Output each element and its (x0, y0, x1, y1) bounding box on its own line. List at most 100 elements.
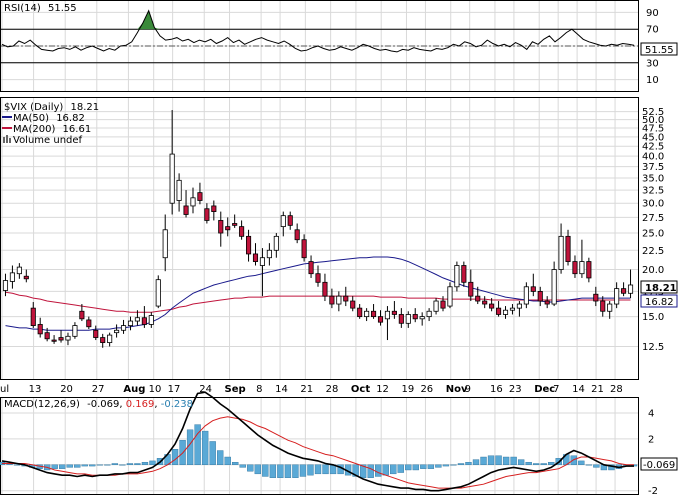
macd-legend-value: -0.069 (87, 399, 119, 410)
price-tick-label: 30.0 (642, 199, 664, 210)
candle-body-up (384, 310, 391, 320)
candle-body-down (329, 295, 335, 305)
candle-body-up (516, 303, 522, 309)
macd-histogram-bar (435, 464, 442, 468)
candle (482, 296, 488, 309)
candle (329, 288, 335, 309)
candle-body-up (426, 310, 432, 318)
macd-histogram-bar (359, 464, 367, 478)
candle-body-down (183, 205, 189, 215)
candle (183, 190, 189, 218)
price-panel: 52.550.047.545.042.540.037.535.0 32.5 30.0… (0, 97, 678, 380)
rsi-panel: RSI(14) 51.55 9070503010 51.55 (0, 0, 678, 92)
macd-histogram-bar (450, 464, 457, 466)
candle (259, 248, 265, 297)
candle-body-up (72, 325, 78, 337)
candle-body-up (502, 309, 509, 315)
candle-body-down (23, 275, 29, 280)
candle-body-down (350, 300, 356, 309)
candle-body-down (211, 205, 217, 212)
price-tick-label: 20.0 (642, 265, 664, 276)
macd-histogram-bar (104, 464, 111, 466)
candle (100, 333, 106, 348)
x-tick-label: 8 (256, 384, 262, 395)
ma50-tag: 16.82 (645, 297, 674, 308)
candle (273, 233, 279, 258)
candle-body-down (86, 319, 92, 328)
rsi-legend: RSI(14) 51.55 (4, 3, 77, 14)
candle-body-down (621, 288, 627, 294)
macd-histogram-bar (457, 463, 465, 465)
candle (44, 327, 50, 342)
legend-volume-icon (3, 135, 11, 143)
macd-histogram-bar (217, 450, 224, 465)
candle (169, 110, 175, 215)
rsi-value-tag: 51.55 (645, 45, 674, 56)
macd-histogram-bar (412, 464, 419, 471)
price-tick-label: 52.5 (642, 107, 664, 118)
candle (537, 286, 543, 307)
candle (364, 308, 370, 322)
legend-ma50-label: MA(50) (13, 113, 49, 124)
candle-body-down (593, 293, 599, 302)
macd-histogram-bar (254, 464, 261, 475)
last-price-tag: 18.21 (645, 283, 677, 294)
price-tick-label: 37.5 (642, 162, 664, 173)
candle (475, 286, 481, 305)
candle (343, 286, 349, 307)
macd-histogram-bar (427, 464, 435, 469)
candle (440, 296, 446, 312)
candle (530, 273, 536, 297)
x-tick-label: Sep (225, 384, 246, 395)
candle-body-up (16, 266, 22, 275)
x-tick-label: ul (0, 384, 9, 395)
x-tick-label: 21 (591, 384, 604, 395)
macd-histogram-bar (517, 459, 525, 465)
candle (245, 229, 252, 262)
candle-body-up (273, 235, 279, 251)
candle (336, 291, 342, 312)
candle (287, 211, 293, 230)
candle (162, 214, 168, 272)
rsi-frame (0, 0, 639, 92)
candle (23, 269, 29, 283)
macd-histogram-bar (299, 464, 307, 477)
candle-body-down (565, 235, 571, 262)
macd-tick-label: 2 (648, 434, 654, 445)
macd-histogram-bar (390, 464, 397, 475)
candle-body-up (280, 215, 286, 228)
candle-body-up (127, 320, 134, 326)
macd-histogram-bar (262, 464, 269, 477)
candle (489, 298, 495, 312)
candle (357, 304, 363, 319)
legend-price: $VIX (Daily) 18.21 (4, 102, 99, 113)
candle-body-up (65, 335, 71, 341)
candle (2, 273, 9, 297)
candle-body-down (377, 316, 384, 323)
candle-body-up (176, 179, 182, 201)
rsi-tick-label: 90 (646, 8, 659, 19)
rsi-tick-label: 10 (646, 75, 659, 86)
candle-body-up (114, 329, 120, 334)
candle-body-up (120, 325, 127, 331)
macd-legend-hist: -0.238 (161, 399, 193, 410)
candle-body-up (523, 286, 529, 305)
last-price-tag-box (640, 280, 678, 294)
candle-body-up (364, 310, 370, 318)
legend-price-label: $VIX (Daily) (4, 102, 63, 113)
candle-body-down (391, 310, 397, 315)
candle-body-down (572, 261, 578, 275)
candle (86, 316, 92, 330)
macd-histogram-bar (59, 464, 66, 469)
candle (551, 261, 557, 307)
price-frame (0, 97, 639, 380)
price-tick-label: 42.5 (642, 142, 664, 153)
candle (141, 306, 147, 328)
macd-histogram-bar (232, 461, 239, 465)
macd-histogram-bar (540, 463, 547, 465)
candle-body-down (343, 295, 349, 302)
candle (502, 306, 509, 319)
candle (93, 325, 99, 341)
candle-body-down (225, 226, 231, 231)
